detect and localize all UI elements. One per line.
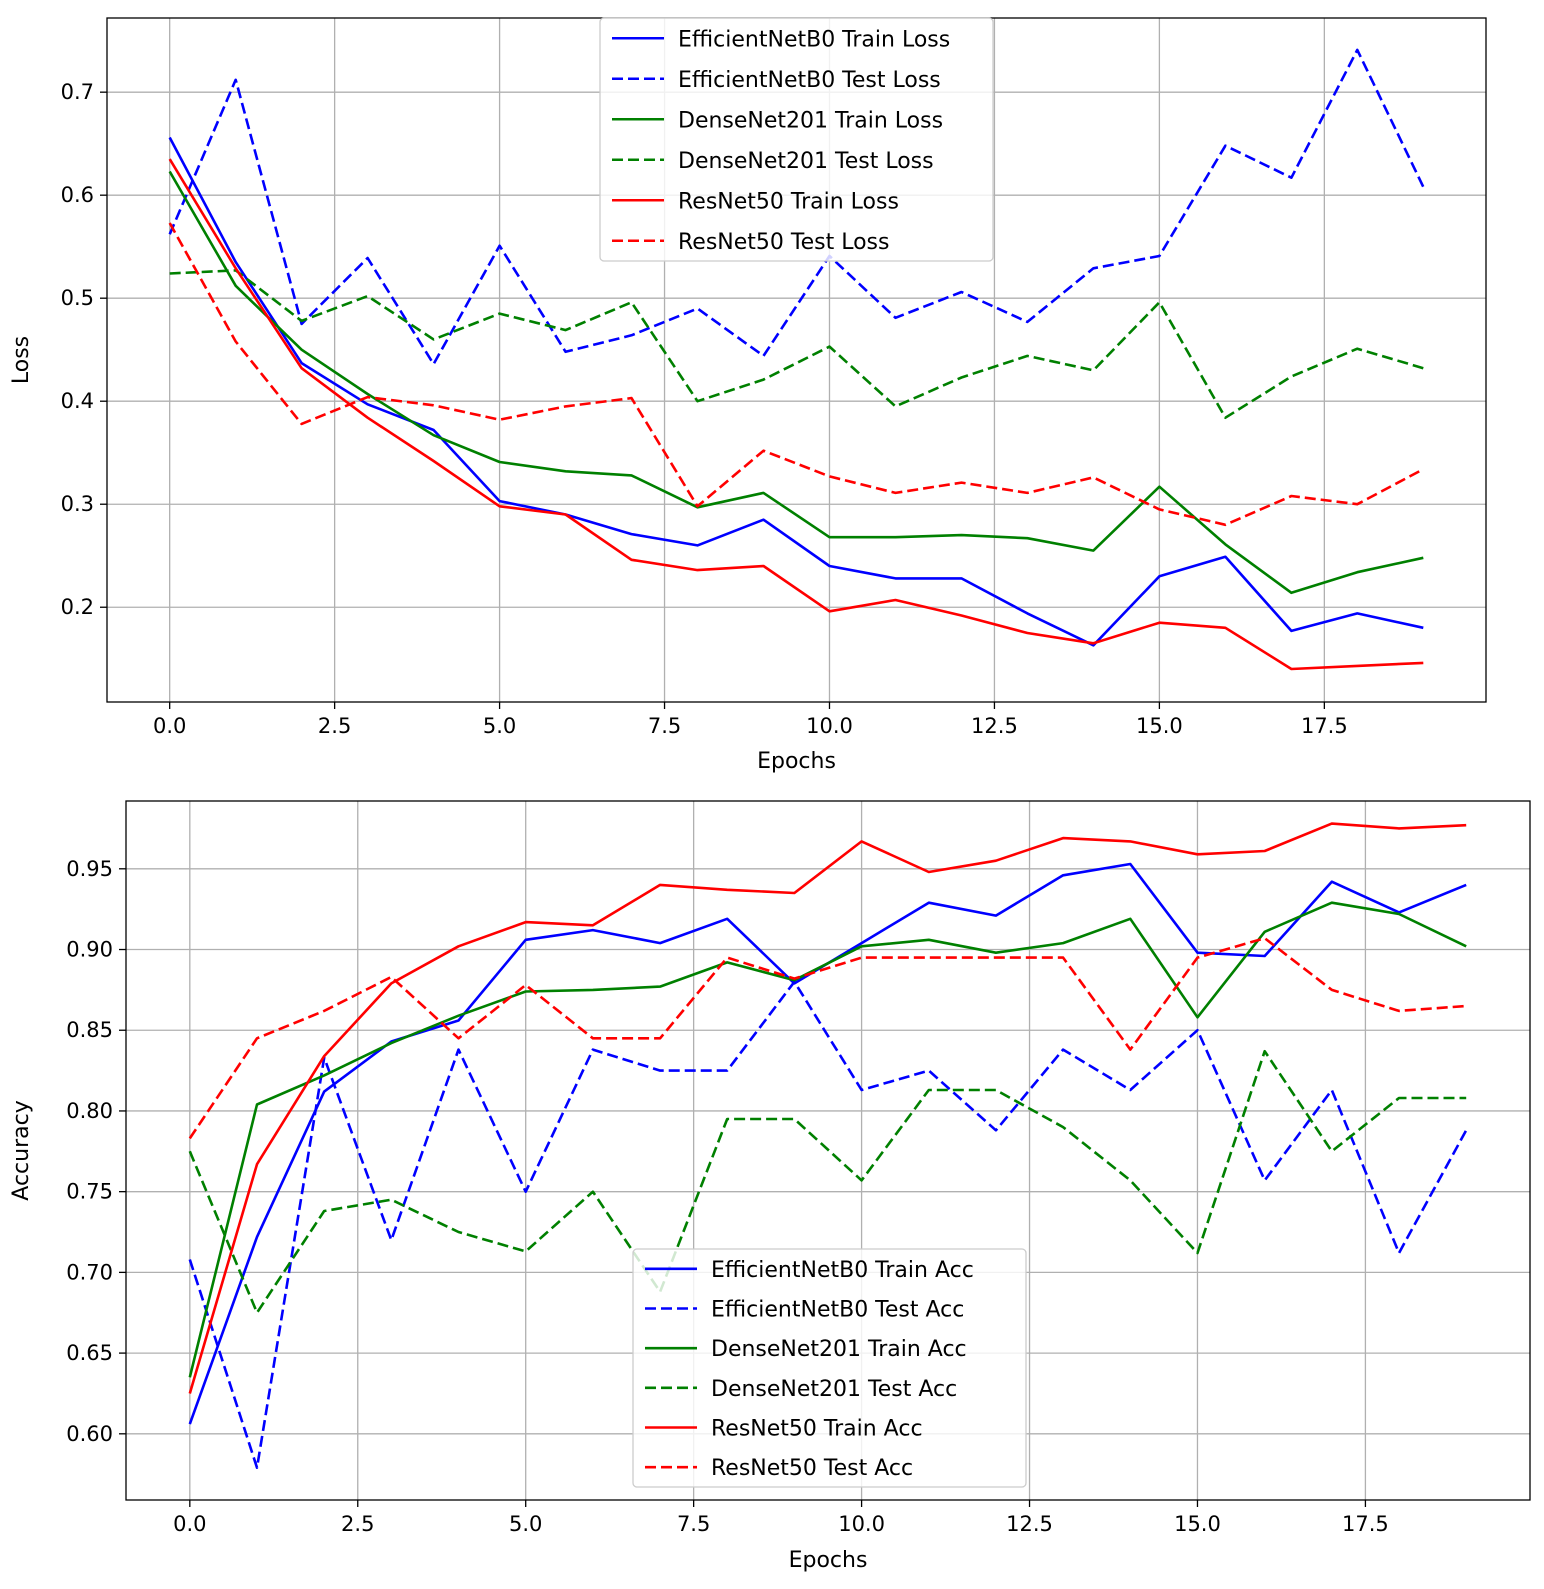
series-line xyxy=(188,822,1467,1394)
x-tick-label: 0.0 xyxy=(173,1512,206,1536)
loss-chart: 0.0 2.5 5.0 7.5 10.0 12.5 15.0 17.5 0.2 0.3 0.4 0.5… xyxy=(9,17,1487,774)
x-tick-label: 5.0 xyxy=(509,1512,542,1536)
legend-label: ResNet50 Train Acc xyxy=(711,1417,923,1442)
y-tick-label: 0.95 xyxy=(66,857,113,881)
x-tick-label: 2.5 xyxy=(318,714,351,738)
legend-label: ResNet50 Test Loss xyxy=(678,230,889,255)
x-tick-label: 10.0 xyxy=(838,1512,885,1536)
y-tick-label: 0.6 xyxy=(61,183,94,207)
series-line xyxy=(188,1049,1467,1314)
series-line xyxy=(168,158,1424,671)
x-tick-label: 15.0 xyxy=(1174,1512,1221,1536)
series-line xyxy=(188,901,1467,1378)
x-tick-label: 7.5 xyxy=(648,714,681,738)
x-tick-label: 12.5 xyxy=(971,714,1018,738)
legend-label: EfficientNetB0 Test Loss xyxy=(678,68,941,93)
x-tick-label: 5.0 xyxy=(483,714,516,738)
y-tick-label: 0.65 xyxy=(66,1341,113,1365)
y-tick-label: 0.3 xyxy=(61,492,94,516)
legend-box xyxy=(599,17,994,262)
legend: EfficientNetB0 Train Loss EfficientNetB0 … xyxy=(599,17,994,262)
y-tick-label: 0.70 xyxy=(66,1260,113,1284)
series-line xyxy=(168,136,1424,647)
y-axis-label: Accuracy xyxy=(9,1100,34,1200)
y-tick-label: 0.90 xyxy=(66,938,113,962)
legend-label: DenseNet201 Test Loss xyxy=(678,149,934,174)
y-tick-label: 0.80 xyxy=(66,1099,113,1123)
y-tick-label: 0.75 xyxy=(66,1180,113,1204)
legend-label: ResNet50 Test Acc xyxy=(711,1456,913,1481)
legend-label: EfficientNetB0 Train Loss xyxy=(678,27,950,52)
x-tick-label: 0.0 xyxy=(153,714,186,738)
x-tick-label: 17.5 xyxy=(1301,714,1348,738)
series-line xyxy=(188,980,1468,1469)
x-tick-label: 15.0 xyxy=(1136,714,1183,738)
x-axis-label: Epochs xyxy=(789,1548,868,1573)
y-tick-label: 0.60 xyxy=(66,1422,113,1446)
x-axis-label: Epochs xyxy=(757,749,836,774)
y-tick-label: 0.4 xyxy=(61,389,94,413)
legend-label: ResNet50 Train Loss xyxy=(678,189,899,214)
x-tick-label: 2.5 xyxy=(341,1512,374,1536)
legend-label: EfficientNetB0 Test Acc xyxy=(711,1298,964,1323)
series-line xyxy=(168,170,1424,595)
y-tick-label: 0.85 xyxy=(66,1018,113,1042)
x-tick-label: 10.0 xyxy=(806,714,853,738)
x-tick-label: 12.5 xyxy=(1006,1512,1053,1536)
axes-frame xyxy=(125,800,1531,1501)
legend-box xyxy=(632,1248,1027,1488)
y-tick-label: 0.7 xyxy=(61,80,94,104)
legend-label: DenseNet201 Test Acc xyxy=(711,1377,957,1402)
series-line xyxy=(168,48,1425,366)
series-line xyxy=(188,936,1467,1140)
x-tick-label: 17.5 xyxy=(1342,1512,1389,1536)
legend-label: EfficientNetB0 Train Acc xyxy=(711,1258,974,1283)
series-line xyxy=(169,269,1424,420)
legend: EfficientNetB0 Train Acc EfficientNetB0 T… xyxy=(632,1248,1027,1488)
x-tick-label: 7.5 xyxy=(677,1512,710,1536)
y-axis-label: Loss xyxy=(9,336,34,384)
legend-label: DenseNet201 Train Loss xyxy=(678,108,943,133)
y-tick-label: 0.5 xyxy=(61,286,94,310)
y-tick-label: 0.2 xyxy=(61,595,94,619)
series-line xyxy=(168,222,1424,527)
legend-label: DenseNet201 Train Acc xyxy=(711,1337,967,1362)
accuracy-chart: 0.0 2.5 5.0 7.5 10.0 12.5 15.0 17.5 0.60 0.65 0.70… xyxy=(9,800,1531,1573)
